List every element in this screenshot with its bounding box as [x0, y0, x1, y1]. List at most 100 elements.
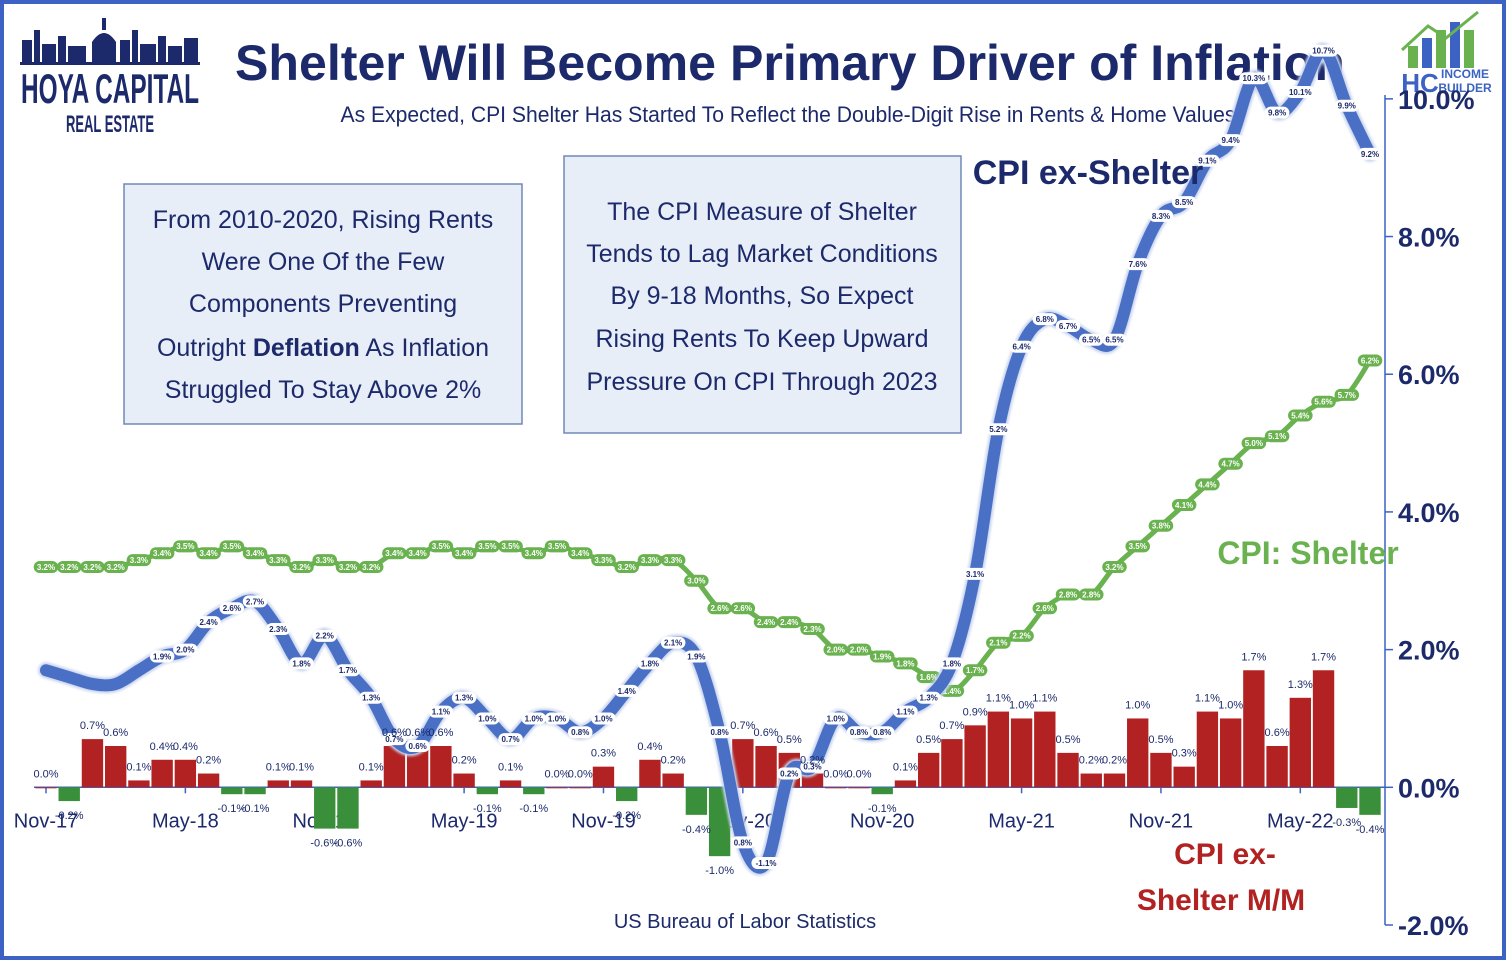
mm-bar-label: 0.1%: [289, 761, 314, 773]
ex-shelter-point-label-bg: [567, 726, 593, 739]
mm-bar: [314, 787, 336, 829]
shelter-point-label: 2.0%: [850, 645, 868, 654]
logo-line2: REAL ESTATE: [66, 111, 154, 138]
shelter-point-label: 3.5%: [548, 542, 566, 551]
shelter-point-label: 5.6%: [1314, 398, 1332, 407]
ex-shelter-point-label-bg: [544, 712, 570, 725]
note2-line1: The CPI Measure of Shelter: [607, 198, 917, 226]
shelter-point-label-bg: [707, 602, 732, 615]
mm-bar-label: 0.0%: [33, 768, 58, 780]
mm-bar-label: -0.4%: [682, 824, 711, 836]
ex-shelter-point-label: 2.3%: [269, 625, 287, 634]
shelter-point-label: 3.4%: [409, 549, 427, 558]
x-tick-label: May-18: [152, 810, 219, 832]
ex-shelter-point-label-bg: [1264, 106, 1290, 119]
mm-bar-label: 0.2%: [452, 755, 477, 767]
ex-shelter-point-label: 2.0%: [176, 645, 194, 654]
mm-bar: [81, 739, 104, 788]
ex-shelter-point-label-bg: [312, 629, 338, 642]
mm-bar-label: 1.0%: [1125, 699, 1150, 711]
shelter-point-label-bg: [1009, 629, 1034, 642]
ex-shelter-point-label-bg: [1032, 313, 1058, 326]
x-tick-label: May-21: [988, 810, 1055, 832]
mm-bar: [406, 746, 429, 788]
mm-bar-label: 0.0%: [823, 768, 848, 780]
shelter-point-label-bg: [56, 561, 82, 573]
shelter-point-label-bg: [1078, 588, 1104, 601]
label-shelter: CPI: Shelter: [1217, 535, 1398, 571]
shelter-point-label: 3.5%: [176, 542, 194, 551]
shelter-point-label-bg: [266, 554, 291, 567]
shelter-point-label: 2.4%: [757, 618, 775, 627]
mm-bar-label: 0.1%: [498, 761, 523, 773]
ex-shelter-point-label: 6.7%: [1059, 322, 1077, 331]
shelter-point-label: 3.4%: [455, 549, 473, 558]
mm-bar-label: 0.1%: [266, 761, 291, 773]
ex-shelter-point-label-bg: [614, 684, 639, 697]
mm-bar: [1034, 711, 1056, 788]
shelter-point-label: 3.0%: [687, 577, 705, 586]
ex-shelter-point-label: 2.2%: [316, 632, 334, 641]
mm-bar: [894, 780, 917, 788]
ex-shelter-point-label: 0.3%: [803, 763, 821, 772]
ex-shelter-point-label-bg: [823, 712, 849, 725]
shelter-point-label-bg: [103, 561, 128, 573]
mm-bar-label: 0.6%: [405, 727, 430, 739]
shelter-point-label: 5.4%: [1291, 411, 1309, 420]
note1-line2: Were One Of the Few: [202, 248, 446, 276]
shelter-point-label: 4.1%: [1175, 501, 1193, 510]
shelter-point-label-bg: [1171, 499, 1197, 512]
ex-shelter-point-label-bg: [684, 650, 709, 663]
mm-bar: [1196, 711, 1219, 788]
mm-bar-label: 0.2%: [1079, 755, 1104, 767]
ex-shelter-point-label-bg: [800, 760, 825, 773]
chart-title: Shelter Will Become Primary Driver of In…: [235, 35, 1345, 91]
ex-shelter-point-label: 2.7%: [246, 597, 264, 606]
logo-mark: HC: [1401, 68, 1439, 98]
shelter-point-label-bg: [1055, 588, 1081, 601]
shelter-point-label: 3.2%: [37, 563, 55, 572]
logo-word2: BUILDER: [1438, 81, 1492, 95]
note1-line1: From 2010-2020, Rising Rents: [153, 206, 493, 234]
ex-shelter-point-label: 10.7%: [1312, 47, 1335, 56]
ex-shelter-point-label: 0.8%: [571, 728, 589, 737]
shelter-point-label: 3.5%: [478, 542, 496, 551]
note1-line4-a: Outright: [157, 334, 253, 362]
ex-shelter-point-label-bg: [777, 767, 802, 780]
shelter-point-label-bg: [660, 554, 686, 567]
shelter-point-label: 3.4%: [525, 549, 543, 558]
ex-shelter-point-label-bg: [869, 726, 895, 739]
shelter-point-label: 1.6%: [920, 673, 938, 682]
mm-bar-label: -0.6%: [334, 838, 363, 850]
ex-shelter-point-label: 1.8%: [641, 659, 659, 668]
ex-shelter-point-label: 0.2%: [780, 769, 798, 778]
x-tick-label: Nov-17: [14, 810, 78, 832]
mm-bar-label: 0.5%: [1055, 734, 1080, 746]
mm-bar-label: -0.2%: [55, 810, 84, 822]
mm-bar-labels: 0.0%-0.2%0.7%0.6%0.1%0.4%0.4%0.2%-0.1%-0…: [33, 651, 1384, 877]
ex-shelter-point-label-bg: [219, 602, 245, 615]
ex-shelter-point-label: 1.0%: [478, 714, 496, 723]
ex-shelter-point-label: 9.2%: [1361, 150, 1379, 159]
ex-shelter-point-label-bg: [1195, 154, 1220, 167]
shelter-point-label-bg: [289, 561, 314, 573]
shelter-point-label: 3.2%: [362, 563, 380, 572]
y-tick-label: 10.0%: [1398, 85, 1475, 115]
shelter-point-label: 3.4%: [385, 549, 403, 558]
shelter-point-label: 3.4%: [153, 549, 171, 558]
mm-bar-label: 0.1%: [893, 761, 918, 773]
mm-bar-label: 0.3%: [591, 748, 616, 760]
ex-shelter-point-label: 1.1%: [432, 707, 450, 716]
note1-line4-b: As Inflation: [360, 334, 489, 362]
ex-shelter-point-label-bg: [289, 657, 314, 670]
skyline-icon: [20, 18, 200, 65]
shelter-point-label-bg: [498, 540, 523, 553]
mm-bar-label: 0.5%: [777, 734, 802, 746]
note2-line2: Tends to Lag Market Conditions: [586, 240, 938, 268]
note2-line5: Pressure On CPI Through 2023: [586, 368, 937, 396]
shelter-point-label-bg: [405, 547, 430, 560]
mm-bar-label: 0.6%: [1265, 727, 1290, 739]
ex-shelter-point-label-bg: [846, 726, 872, 739]
shelter-point-label-bg: [800, 622, 825, 635]
